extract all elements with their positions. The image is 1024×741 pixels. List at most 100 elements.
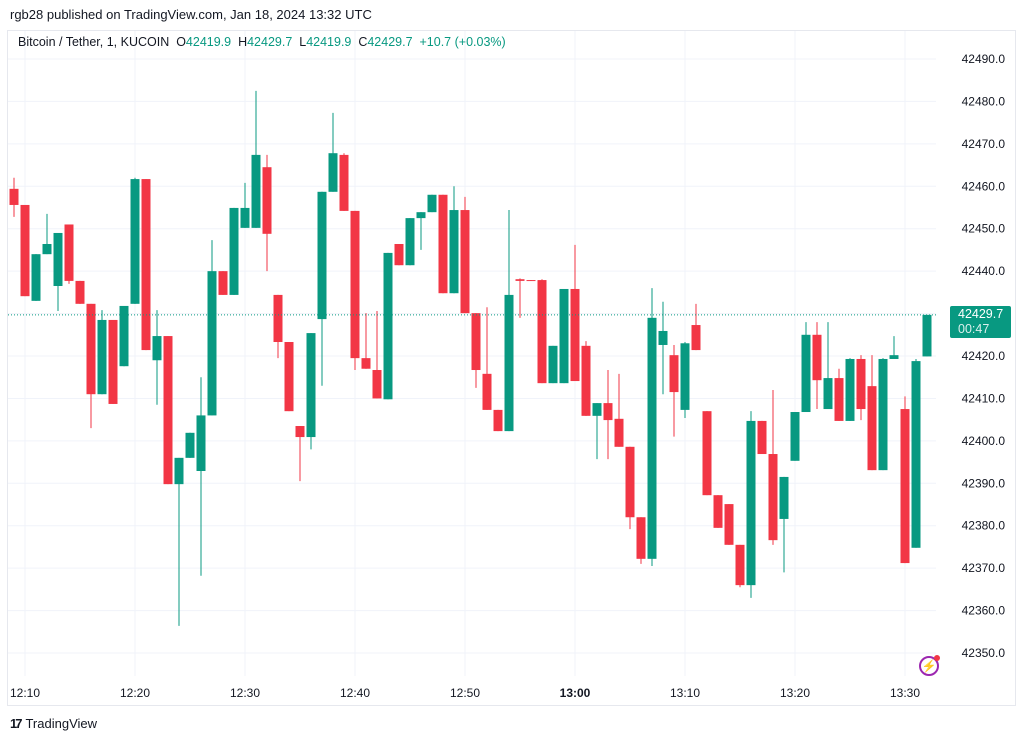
candle-body — [317, 191, 327, 320]
candle — [416, 212, 426, 250]
candle-body — [42, 243, 52, 255]
time-axis: 12:10 12:20 12:30 12:40 12:50 13:00 13:10 13:20… — [10, 686, 920, 700]
candle — [284, 342, 294, 412]
candle-body — [823, 378, 833, 410]
candle-body — [812, 334, 822, 381]
candle — [218, 271, 228, 295]
candle — [449, 186, 459, 294]
brand-name: TradingView — [25, 716, 98, 731]
candle-body — [702, 411, 712, 496]
candle — [20, 204, 30, 297]
candle — [31, 254, 41, 301]
candle-body — [218, 271, 228, 295]
y-tick-label: 42490.0 — [962, 52, 1006, 66]
candle — [273, 294, 283, 359]
y-tick-label: 42400.0 — [962, 434, 1006, 448]
candle-body — [669, 355, 679, 393]
candle — [207, 240, 217, 416]
candle-body — [108, 319, 118, 404]
candle-body — [493, 409, 503, 432]
y-tick-label: 42420.0 — [962, 349, 1006, 363]
candle-body — [295, 426, 305, 438]
candle-body — [889, 355, 899, 359]
candle-body — [174, 457, 184, 485]
candle-body — [9, 188, 19, 205]
candle — [911, 358, 921, 548]
candle-body — [97, 319, 107, 395]
y-tick-label: 42460.0 — [962, 179, 1006, 193]
y-tick-label: 42450.0 — [962, 222, 1006, 236]
lightning-bolt-icon[interactable]: ⚡ — [919, 655, 940, 676]
candle-body — [141, 179, 151, 351]
candle — [75, 280, 85, 304]
candle — [42, 213, 52, 255]
candle — [515, 278, 525, 318]
candle — [790, 412, 800, 461]
candle — [603, 370, 613, 460]
candle — [174, 457, 184, 626]
candle — [581, 341, 591, 416]
candle-body — [284, 342, 294, 412]
candle — [460, 196, 470, 314]
candle — [108, 319, 118, 404]
candle — [746, 411, 756, 598]
candle-body — [130, 179, 140, 304]
low-value: 42419.9 — [306, 35, 352, 49]
candle — [185, 432, 195, 458]
close-value: 42429.7 — [367, 35, 413, 49]
chart-frame — [7, 30, 1016, 706]
candle-body — [691, 325, 701, 351]
candle-body — [64, 224, 74, 281]
candle — [493, 409, 503, 432]
candle — [889, 336, 899, 359]
candle — [702, 411, 712, 496]
x-tick-label: 12:40 — [340, 686, 370, 700]
candle-body — [768, 454, 778, 541]
candle-body — [526, 280, 536, 282]
candle-body — [31, 254, 41, 301]
y-tick-label: 42370.0 — [962, 561, 1006, 575]
change-value: +10.7 (+0.03%) — [419, 35, 506, 49]
candle-body — [86, 303, 96, 395]
candle-body — [339, 154, 349, 211]
x-tick-label: 12:20 — [120, 686, 150, 700]
candle-body — [658, 330, 668, 345]
candle — [779, 476, 789, 573]
candle-body — [438, 194, 448, 294]
y-tick-label: 42470.0 — [962, 137, 1006, 151]
candle — [801, 322, 811, 413]
last-price-value: 42429.7 — [958, 307, 1004, 321]
candle — [691, 303, 701, 351]
candle — [867, 355, 877, 471]
tradingview-brand[interactable]: 17 TradingView — [10, 716, 97, 731]
candle-body — [614, 418, 624, 447]
candle-body — [625, 446, 635, 518]
candle-body — [163, 336, 173, 485]
candle-body — [229, 207, 239, 295]
candle — [306, 333, 316, 450]
candle-body — [845, 358, 855, 421]
candle-body — [394, 243, 404, 266]
candle — [328, 112, 338, 192]
candle-body — [537, 280, 547, 384]
x-tick-label: 13:20 — [780, 686, 810, 700]
candle — [900, 396, 910, 564]
candle — [262, 154, 272, 272]
candle — [559, 288, 569, 384]
candle-body — [20, 204, 30, 297]
published-caption: rgb28 published on TradingView.com, Jan … — [10, 7, 372, 22]
y-tick-label: 42480.0 — [962, 94, 1006, 108]
candle — [361, 313, 371, 369]
candle-body — [603, 403, 613, 421]
low-label: L — [299, 35, 307, 49]
candle — [97, 310, 107, 395]
candle — [757, 420, 767, 455]
candle-body — [713, 495, 723, 528]
candle-body — [405, 218, 415, 266]
candle — [768, 389, 778, 545]
candle-body — [416, 212, 426, 219]
y-tick-label: 42440.0 — [962, 264, 1006, 278]
candle-body — [152, 336, 162, 361]
x-tick-label: 12:10 — [10, 686, 40, 700]
